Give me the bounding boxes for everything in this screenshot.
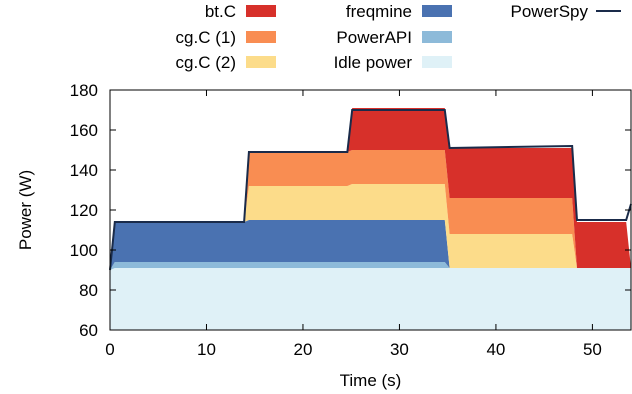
legend-swatch <box>246 5 276 17</box>
area-powerapi <box>110 262 631 270</box>
y-tick-label: 140 <box>70 161 98 180</box>
x-axis-title: Time (s) <box>340 371 402 390</box>
area-freqmine <box>110 220 631 270</box>
area-cg-c-2 <box>110 184 631 270</box>
legend-label: cg.C (2) <box>176 53 236 72</box>
legend-label: PowerSpy <box>511 2 589 21</box>
y-axis: 60 80 100 120 140 160 180 <box>70 81 631 340</box>
legend-swatch <box>246 31 276 43</box>
legend-label: freqmine <box>346 2 412 21</box>
y-tick-label: 180 <box>70 81 98 100</box>
y-tick-label: 80 <box>79 281 98 300</box>
y-tick-label: 60 <box>79 321 98 340</box>
legend-item-freqmine: freqmine <box>346 2 452 21</box>
legend-item-cg-c-2: cg.C (2) <box>176 53 276 72</box>
x-tick-label: 20 <box>294 340 313 359</box>
line-powerspy <box>109 109 632 271</box>
legend-item-cg-c-1: cg.C (1) <box>176 28 276 47</box>
legend-swatch <box>422 56 452 68</box>
legend-item-powerapi: PowerAPI <box>336 28 452 47</box>
x-tick-label: 0 <box>105 340 114 359</box>
y-tick-label: 100 <box>70 241 98 260</box>
legend-swatch <box>422 5 452 17</box>
legend-item-idle-power: Idle power <box>334 53 452 72</box>
legend-swatch <box>246 56 276 68</box>
legend-label: bt.C <box>205 2 236 21</box>
area-cg-c-1 <box>110 150 631 270</box>
x-tick-label: 30 <box>390 340 409 359</box>
area-bt-c <box>110 108 631 270</box>
y-tick-label: 160 <box>70 121 98 140</box>
powerspy-line <box>109 109 632 271</box>
legend-item-bt-c: bt.C <box>205 2 276 21</box>
legend: bt.C freqmine PowerSpy cg.C (1) PowerAPI cg.C… <box>176 2 621 72</box>
x-tick-label: 50 <box>583 340 602 359</box>
legend-label: cg.C (1) <box>176 28 236 47</box>
x-tick-label: 10 <box>197 340 216 359</box>
y-axis-title: Power (W) <box>16 170 35 250</box>
x-axis: 0 10 20 30 40 50 <box>105 90 602 359</box>
legend-swatch <box>422 31 452 43</box>
legend-item-powerspy: PowerSpy <box>511 2 621 21</box>
x-tick-label: 40 <box>486 340 505 359</box>
legend-label: Idle power <box>334 53 413 72</box>
area-idle-power <box>110 268 631 330</box>
legend-label: PowerAPI <box>336 28 412 47</box>
stacked-areas <box>110 108 631 330</box>
y-tick-label: 120 <box>70 201 98 220</box>
